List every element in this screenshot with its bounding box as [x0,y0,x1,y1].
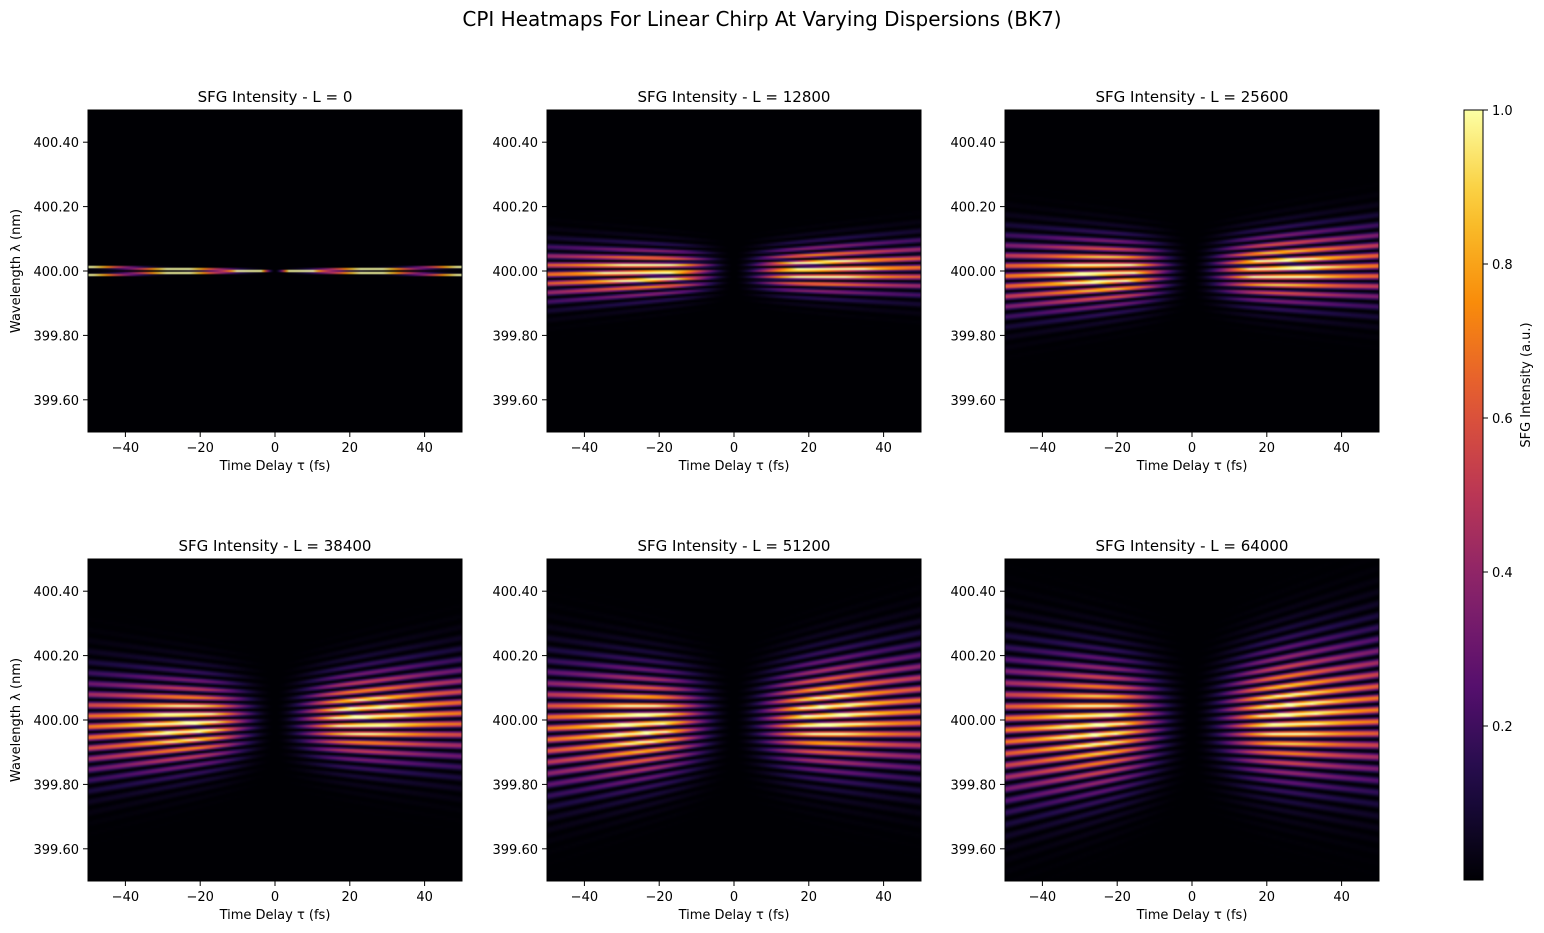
heatmap-image [1005,110,1379,432]
colorbar-gradient [1463,109,1484,881]
x-tick-label: 0 [730,890,738,905]
y-tick-label: 400.40 [493,136,539,151]
panel-title: SFG Intensity - L = 38400 [179,537,372,555]
y-tick-label: 400.00 [34,265,80,280]
x-tick-label: −40 [571,441,598,456]
x-axis-label: Time Delay τ (fs) [678,908,790,923]
x-tick-label: 40 [875,441,892,456]
x-tick-label: 0 [1188,441,1196,456]
y-tick-label: 400.20 [34,201,80,216]
panels: SFG Intensity - L = 0 −40 −20 0 20 40 400.40 40… [9,88,1380,923]
y-tick-label: 399.60 [951,394,997,409]
y-tick-label: 400.40 [951,585,997,600]
x-axis-label: Time Delay τ (fs) [1136,459,1248,474]
x-tick-label: −40 [1029,890,1056,905]
colorbar-tick-label: 1.0 [1492,104,1513,119]
x-tick-label: 40 [416,890,433,905]
colorbar: 0.2 0.4 0.6 0.8 1.0 SFG Intensity (a.u.) [1463,104,1534,881]
x-tick-label: −20 [186,890,213,905]
x-tick-label: 40 [416,441,433,456]
x-tick-label: 20 [1259,441,1276,456]
y-tick-label: 399.60 [493,843,539,858]
y-tick-label: 400.00 [951,714,997,729]
x-tick-label: 20 [801,890,818,905]
panel-title: SFG Intensity - L = 64000 [1096,537,1289,555]
x-axis-label: Time Delay τ (fs) [678,459,790,474]
panel-6: SFG Intensity - L = 64000 −40 −20 0 20 40 400.… [951,537,1380,923]
x-tick-label: 20 [801,441,818,456]
y-tick-label: 399.60 [951,843,997,858]
y-tick-label: 399.60 [34,843,80,858]
panel-title: SFG Intensity - L = 51200 [638,537,831,555]
y-axis-label: Wavelength λ (nm) [9,658,24,782]
y-tick-label: 399.80 [34,329,80,344]
figure-title: CPI Heatmaps For Linear Chirp At Varying… [462,7,1061,31]
x-tick-label: 0 [1188,890,1196,905]
heatmap-image [547,110,921,432]
y-tick-label: 399.80 [951,778,997,793]
heatmap-image [88,110,462,432]
x-tick-label: 20 [342,890,359,905]
y-tick-label: 400.40 [493,585,539,600]
heatmap-image [1005,559,1379,881]
panel-2: SFG Intensity - L = 12800 −40 −20 0 20 40 400.… [493,88,922,474]
y-tick-label: 400.20 [493,201,539,216]
colorbar-tick-label: 0.2 [1492,720,1513,735]
x-tick-label: −40 [1029,441,1056,456]
colorbar-label: SFG Intensity (a.u.) [1519,322,1534,447]
y-tick-label: 399.60 [493,394,539,409]
y-tick-label: 400.20 [951,201,997,216]
y-tick-label: 400.40 [951,136,997,151]
y-tick-label: 399.80 [493,329,539,344]
colorbar-tick-label: 0.8 [1492,258,1513,273]
x-tick-label: −20 [645,890,672,905]
x-tick-label: 40 [1333,890,1350,905]
x-tick-label: −40 [112,890,139,905]
y-tick-label: 399.60 [34,394,80,409]
y-tick-label: 399.80 [34,778,80,793]
heatmap-image [88,559,462,881]
panel-3: SFG Intensity - L = 25600 −40 −20 0 20 40 400.… [951,88,1380,474]
colorbar-tick-label: 0.6 [1492,412,1513,427]
x-tick-label: 0 [271,890,279,905]
y-tick-label: 399.80 [493,778,539,793]
panel-title: SFG Intensity - L = 25600 [1096,88,1289,106]
x-axis-label: Time Delay τ (fs) [219,459,331,474]
colorbar-tick-label: 0.4 [1492,566,1513,581]
x-tick-label: 0 [271,441,279,456]
y-tick-label: 400.00 [951,265,997,280]
y-tick-label: 400.40 [34,136,80,151]
x-tick-label: 0 [730,441,738,456]
y-tick-label: 400.20 [493,650,539,665]
y-tick-label: 400.00 [34,714,80,729]
y-tick-label: 400.00 [493,714,539,729]
panel-5: SFG Intensity - L = 51200 −40 −20 0 20 40 400.… [493,537,922,923]
x-tick-label: −40 [571,890,598,905]
y-tick-label: 400.40 [34,585,80,600]
x-tick-label: −40 [112,441,139,456]
y-tick-label: 400.20 [951,650,997,665]
x-tick-label: −20 [645,441,672,456]
panel-4: SFG Intensity - L = 38400 −40 −20 0 20 40 400.… [9,537,463,923]
x-tick-label: 40 [875,890,892,905]
panel-title: SFG Intensity - L = 0 [198,88,353,106]
heatmap-image [547,559,921,881]
panel-1: SFG Intensity - L = 0 −40 −20 0 20 40 400.40 40… [9,88,463,474]
y-tick-label: 400.20 [34,650,80,665]
y-tick-label: 399.80 [951,329,997,344]
x-tick-label: 20 [342,441,359,456]
x-axis-label: Time Delay τ (fs) [1136,908,1248,923]
x-tick-label: −20 [186,441,213,456]
x-tick-label: 40 [1333,441,1350,456]
x-tick-label: 20 [1259,890,1276,905]
x-axis-label: Time Delay τ (fs) [219,908,331,923]
x-tick-label: −20 [1103,890,1130,905]
y-axis-label: Wavelength λ (nm) [9,209,24,333]
panel-title: SFG Intensity - L = 12800 [638,88,831,106]
y-tick-label: 400.00 [493,265,539,280]
x-tick-label: −20 [1103,441,1130,456]
